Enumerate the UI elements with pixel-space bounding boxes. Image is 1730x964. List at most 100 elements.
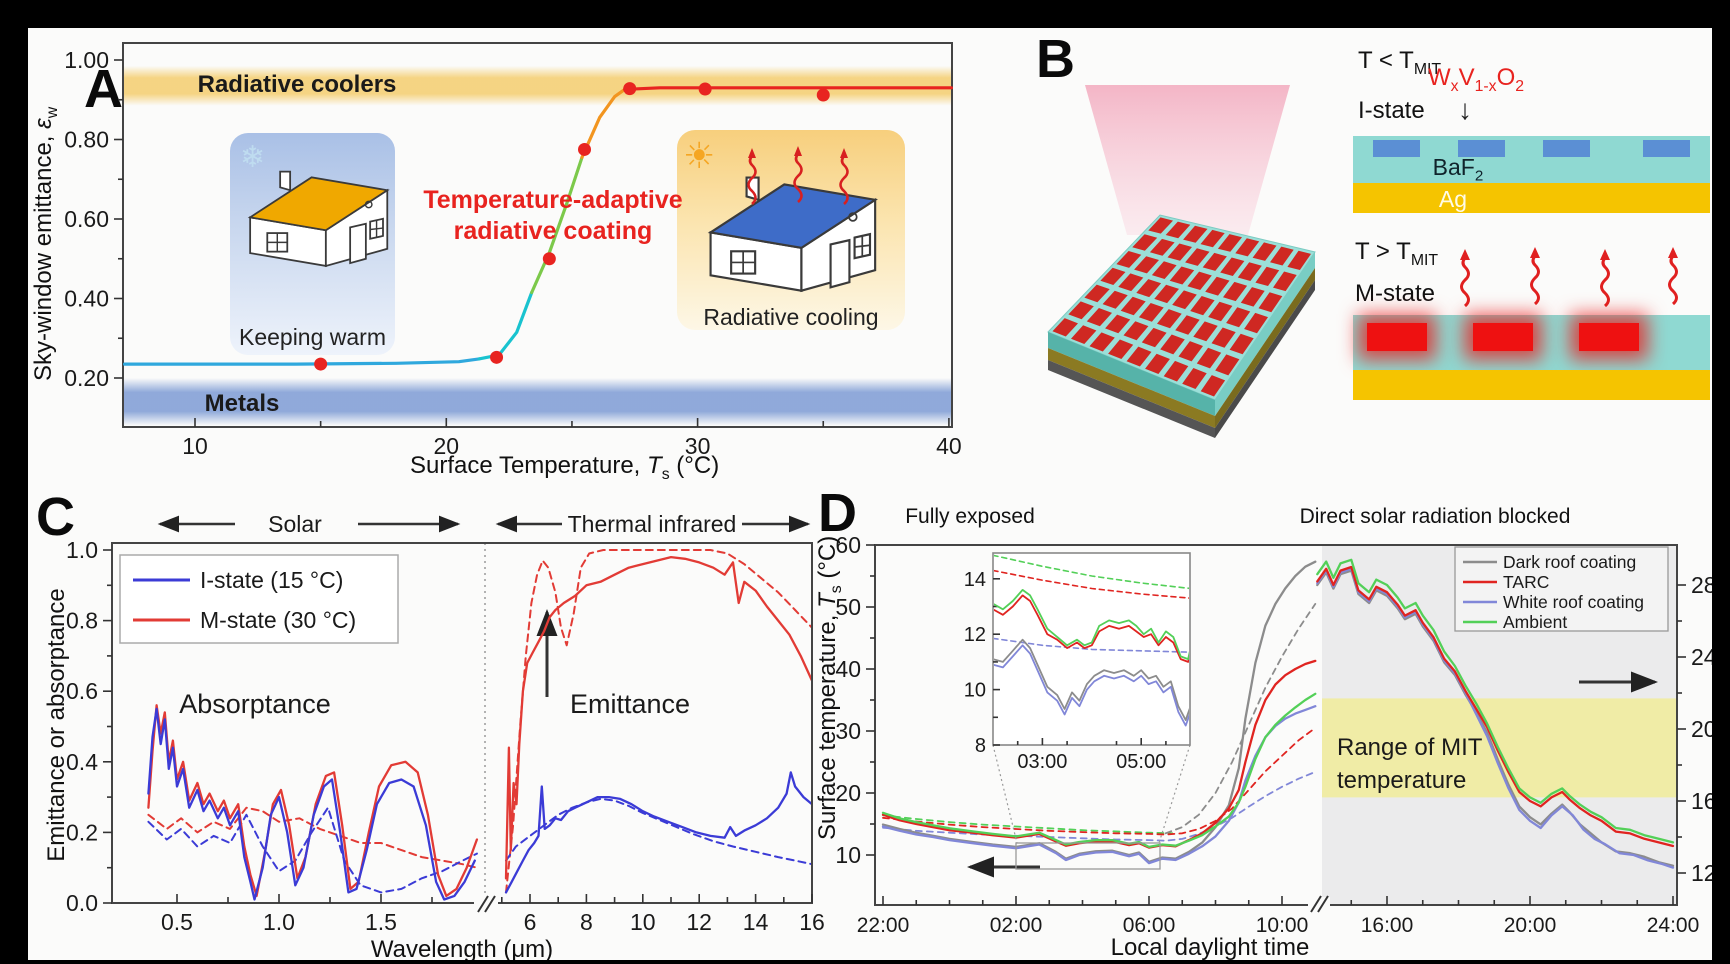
house-illustration-radiative-cooling [707,176,879,293]
panel-c-x-axis-label: Wavelength (μm) [370,936,554,963]
area-label-emittance: Emittance [570,689,690,719]
series-tarc-measured-blocked- [1316,565,1675,848]
series-i-state-measured-solar [147,707,476,901]
svg-text:0.0: 0.0 [66,890,98,916]
vo2-pixel [1071,325,1097,344]
gable-vent [848,212,858,222]
heat-radiation-arrows-icon [747,146,849,205]
svg-text:40: 40 [835,656,861,682]
svg-text:05:00: 05:00 [1116,751,1166,773]
plot-frame [874,544,1678,906]
ag-label: Ag [1438,186,1468,212]
vo2-pixel [1105,314,1131,334]
right-letterbox [1712,0,1730,964]
series-dark-roof-simulated [1164,602,1317,835]
vo2-pixel [1217,234,1242,252]
vo2-block-cold [1643,140,1690,157]
vo2-pixel [1068,301,1094,320]
svg-text:24:00: 24:00 [1647,914,1700,937]
svg-text:1.0: 1.0 [263,909,295,935]
emittance-curve-segment [530,155,584,295]
vo2-pixel [1141,327,1167,348]
svg-text:0.5: 0.5 [161,909,193,935]
vo2-pixel [1185,248,1210,266]
band-label-metals: Metals [205,390,280,417]
metasurface-chip [1047,214,1316,438]
vo2-pixel [1190,296,1215,316]
vo2-pixel [1163,360,1189,382]
plot-frame [122,42,953,428]
hot-house-caption: Radiative cooling [703,304,879,330]
vo2-pixel [1235,238,1260,257]
panel-b-illustration [1047,85,1316,438]
vo2-pixel [1084,284,1110,303]
vo2-pixel [1287,250,1311,270]
series-white-roof-simulated-inset [994,637,1189,653]
svg-text:6: 6 [524,909,537,935]
hot-condition-label: T > TMIT [1355,238,1439,269]
mit-band-label: temperature [1337,767,1466,794]
left-letterbox [0,0,28,964]
door [349,222,367,265]
vo2-pixel [1220,257,1245,276]
svg-text:20:00: 20:00 [1504,914,1557,937]
svg-text:1.0: 1.0 [66,537,98,563]
vo2-pixel [1116,251,1142,268]
panel-d-chart: Range of MIT temperature 10 20 30 40 50 60 12162… [835,532,1717,937]
panel-d-title-right: Direct solar radiation blocked [1299,505,1571,528]
series-m-state-measured-ir [504,555,811,880]
vo2-pixel [1052,318,1078,337]
series-i-state-measured-ir [504,771,811,894]
legend: I-state (15 °C) M-state (30 °C) [119,554,399,644]
svg-text:16:00: 16:00 [1361,914,1414,937]
legend-label-tarc: TARC [1503,572,1549,592]
legend-label-i-state-15-c-: I-state (15 °C) [200,567,343,593]
vo2-pixel [1202,252,1227,271]
vo2-pixel [1108,339,1134,359]
svg-text:10: 10 [964,680,986,702]
vo2-pixel [1154,284,1179,304]
cold-state-label: I-state [1358,97,1425,124]
series-ambient-simulated-night [882,814,1174,835]
vo2-pixel [1118,273,1144,292]
svg-text:12: 12 [964,624,986,646]
legend-label-ambient: Ambient [1503,612,1567,632]
region-label-thermal-infrared: Thermal infrared [568,511,737,537]
vo2-pixel [1172,290,1197,310]
svg-text:20: 20 [434,433,460,459]
series-tarc-measured-inset [994,594,1189,663]
series-i-state-simulated-ir [505,797,811,866]
vo2-block-cold [1543,140,1590,157]
vo2-pixel [1169,266,1195,285]
series-white-roof-measured-blocked- [1316,567,1675,869]
vo2-pixel [1148,217,1173,234]
door [829,238,851,289]
panel-label-b: B [1036,29,1075,89]
vo2-block-hot [1367,323,1427,351]
data-point [314,357,328,371]
svg-text:10: 10 [835,842,861,868]
svg-text:10: 10 [182,433,208,459]
svg-text:14: 14 [964,569,986,591]
vo2-pixel [1167,243,1192,261]
data-point [578,142,592,156]
area-label-absorptance: Absorptance [179,689,331,719]
svg-text:12: 12 [686,909,712,935]
vo2-pixel [1196,347,1222,369]
ag-layer-hot [1353,370,1710,400]
vo2-pixel [1160,334,1185,355]
hot-state-label: M-state [1355,280,1436,307]
svg-text:0.6: 0.6 [66,678,98,704]
svg-text:60: 60 [835,532,861,558]
panel-a-y-axis-label: Sky-window emittance, εw [30,106,61,381]
svg-text:50: 50 [835,594,861,620]
vo2-pixel [1240,287,1265,307]
svg-text:0.2: 0.2 [66,819,98,845]
series-ambient-measured-inset [994,588,1189,661]
series-m-state-simulated-solar [147,806,478,869]
series-m-state-simulated-ir [505,549,811,894]
chip-side-gold [1048,348,1215,428]
panel-label-a: A [84,59,123,119]
